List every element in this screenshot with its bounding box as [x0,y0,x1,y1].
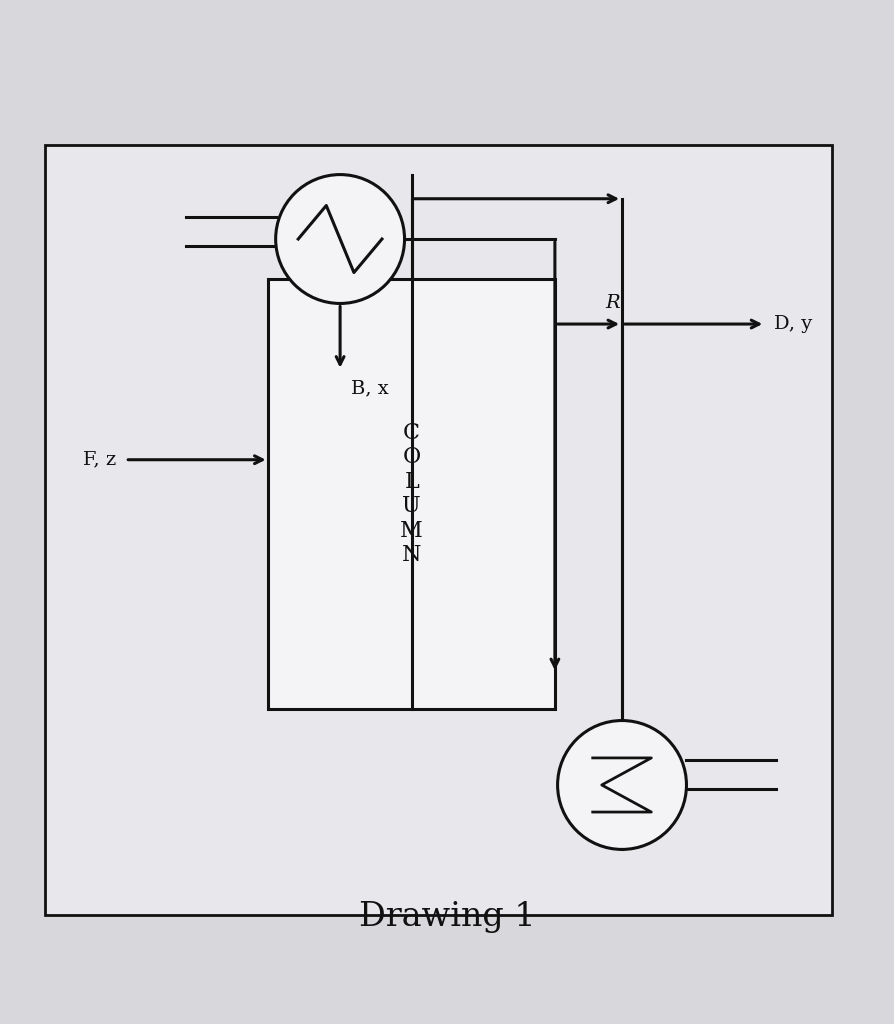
Text: B, x: B, x [350,380,388,397]
Text: Drawing 1: Drawing 1 [358,901,536,933]
Circle shape [557,721,686,850]
Text: R: R [605,295,620,312]
Text: D, y: D, y [773,315,812,333]
Text: F, z: F, z [83,451,116,469]
Bar [268,280,554,709]
Bar [45,145,831,914]
Text: C
O
L
U
M
N: C O L U M N [400,422,423,566]
Circle shape [275,174,404,303]
